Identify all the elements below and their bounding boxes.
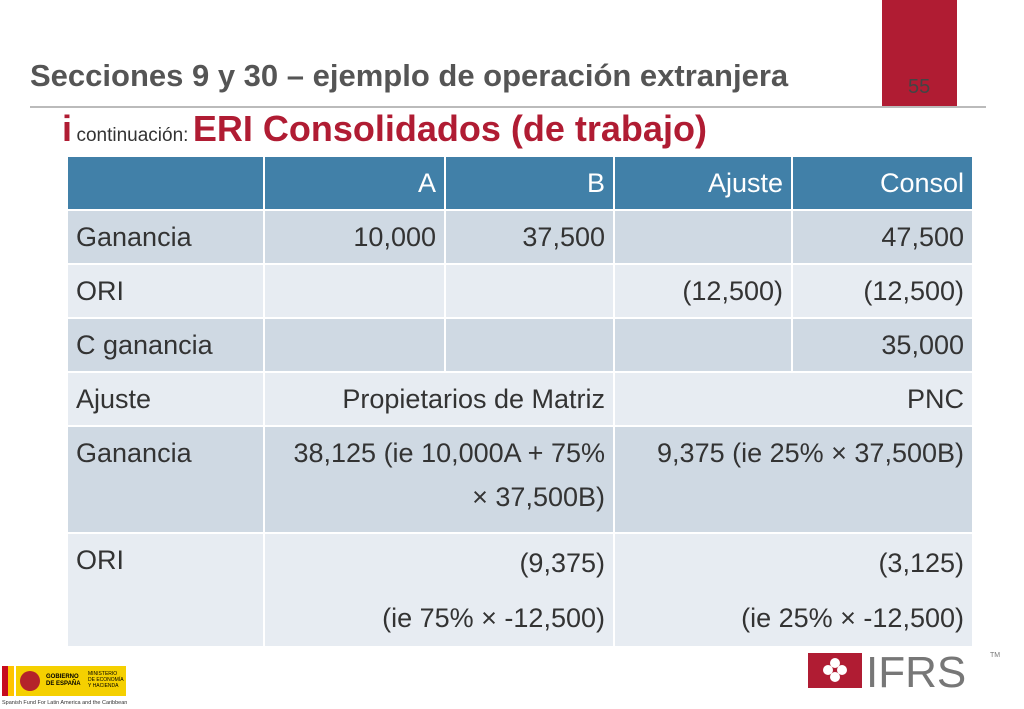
table-cell: 10,000 [263, 209, 446, 265]
trademark: TM [990, 652, 1000, 659]
crest [20, 671, 40, 691]
cell-line: PNC [906, 384, 964, 414]
fund-text: Spanish Fund For Latin America and the C… [2, 700, 127, 706]
page-number: 55 [908, 76, 931, 98]
cell-line: (9,375) [519, 548, 605, 578]
logo-flower [823, 658, 847, 682]
title-rule [30, 106, 986, 108]
table-cell: (12,500) [791, 263, 974, 319]
table-row: ORI (9,375) (ie 75% × -12,500) (3,125) (ie 2… [66, 532, 974, 648]
subtitle: i continuación: ERI Consolidados (de tra… [62, 108, 707, 150]
ifrs-logo: IFRS TM [808, 648, 1000, 695]
gov-text: DE ESPAÑA [46, 680, 81, 687]
table-row: Ganancia 10,000 37,500 47,500 [66, 209, 974, 265]
subtitle-marker: i [62, 108, 73, 149]
flag-bar [2, 666, 8, 696]
cell-line: (ie 75% × -12,500) [382, 603, 605, 633]
table-row: C ganancia 35,000 [66, 317, 974, 373]
table-row: ORI (12,500) (12,500) [66, 263, 974, 319]
table-cell [263, 263, 446, 319]
logo-text: IFRS [866, 648, 966, 695]
table-cell [444, 317, 615, 373]
row-label: ORI [66, 532, 265, 648]
header-cell: A [263, 155, 446, 211]
ministry-text: Y HACIENDA [88, 683, 119, 689]
subtitle-small: continuación: [76, 125, 189, 146]
header-cell: B [444, 155, 615, 211]
table-cell [613, 209, 793, 265]
table-cell: (9,375) (ie 75% × -12,500) [263, 532, 615, 648]
table-cell: 38,125 (ie 10,000A + 75% × 37,500B) [263, 425, 615, 534]
table-cell: Propietarios de Matriz [263, 371, 615, 427]
table-cell [263, 317, 446, 373]
row-label: ORI [66, 263, 265, 319]
cell-line: (3,125) [878, 548, 964, 578]
row-label: Ganancia [66, 209, 265, 265]
header-cell: Ajuste [613, 155, 793, 211]
cell-line: Propietarios de Matriz [342, 384, 605, 414]
cell-line: 38,125 (ie 10,000A + 75% × 37,500B) [293, 438, 605, 512]
header-cell [66, 155, 265, 211]
ministry-text: MINISTERIO [88, 671, 117, 677]
row-label: Ajuste [66, 371, 265, 427]
table-cell: 35,000 [791, 317, 974, 373]
red-bar [882, 0, 957, 107]
cell-line: (ie 25% × -12,500) [741, 603, 964, 633]
row-label: Ganancia [66, 425, 265, 534]
table-cell [613, 317, 793, 373]
table-row: Ganancia 38,125 (ie 10,000A + 75% × 37,50… [66, 425, 974, 534]
ministry-text: DE ECONOMÍA [88, 676, 124, 683]
header-row: A B Ajuste Consol [66, 155, 974, 211]
table-cell: (12,500) [613, 263, 793, 319]
title: Secciones 9 y 30 – ejemplo de operación … [30, 58, 789, 93]
table-cell: 9,375 (ie 25% × 37,500B) [613, 425, 974, 534]
table-cell [444, 263, 615, 319]
header-cell: Consol [791, 155, 974, 211]
table: A B Ajuste Consol Ganancia 10,000 37,500 47,500… [66, 155, 974, 648]
table-cell: (3,125) (ie 25% × -12,500) [613, 532, 974, 648]
table-cell: PNC [613, 371, 974, 427]
subtitle-main: ERI Consolidados (de trabajo) [192, 108, 707, 149]
row-label: C ganancia [66, 317, 265, 373]
table-cell: 37,500 [444, 209, 615, 265]
flag-bar [8, 666, 14, 696]
cell-line: 9,375 (ie 25% × 37,500B) [657, 438, 964, 468]
gov-logo: GOBIERNO DE ESPAÑA MINISTERIO DE ECONOMÍ… [2, 666, 127, 706]
table-row: Ajuste Propietarios de Matriz PNC [66, 371, 974, 427]
gov-text: GOBIERNO [46, 674, 79, 680]
table-cell: 47,500 [791, 209, 974, 265]
